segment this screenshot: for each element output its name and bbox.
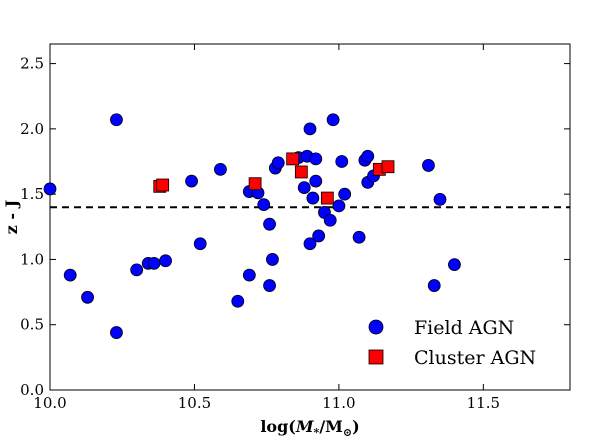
field-agn-point (332, 199, 346, 213)
field-agn-point (214, 162, 227, 176)
y-tick-label: 1.5 (20, 185, 44, 203)
y-tick-label: 2.5 (20, 55, 44, 73)
x-axis-label-subscript2: ⊙ (343, 426, 352, 439)
legend-marker-field-agn (368, 319, 384, 335)
field-agn-point (326, 113, 340, 127)
x-tick-label: 11.0 (322, 394, 355, 412)
field-agn-point (263, 217, 276, 231)
cluster-agn-point (286, 152, 300, 166)
cluster-agn-point (248, 177, 262, 191)
x-axis-label-end: ) (352, 417, 360, 436)
field-agn-point (303, 122, 317, 136)
field-agn-point (309, 174, 323, 188)
cluster-agn-point (294, 165, 308, 179)
field-agn-point (309, 152, 323, 166)
field-agn-point (303, 237, 317, 251)
field-agn-point (312, 229, 326, 243)
tick-labels: 10.0 10.5 11.0 11.5 0.0 0.5 1.0 1.5 2.0 2.5 (20, 55, 500, 412)
y-tick-label: 1.0 (20, 250, 44, 268)
field-agn-point (193, 237, 207, 251)
field-agn-point (352, 230, 366, 244)
legend-label: Cluster AGN (414, 347, 536, 369)
field-agn-point (338, 187, 352, 201)
x-axis-label: log(M*/M⊙) (260, 417, 359, 439)
field-agn-point (271, 156, 285, 170)
field-agn-point (266, 253, 279, 266)
x-axis-label-prefix: log( (260, 417, 296, 436)
field-agn-point (422, 159, 435, 172)
field-agn-point (231, 294, 245, 308)
x-tick-label: 10.0 (33, 394, 66, 412)
field-agn-point (81, 290, 94, 304)
legend-label: Field AGN (414, 317, 514, 339)
field-agn-point (257, 198, 271, 211)
field-agn-point (448, 258, 461, 272)
field-agn-point (159, 254, 172, 268)
x-tick-label: 10.5 (178, 394, 211, 412)
y-tick-label: 2.0 (20, 120, 44, 138)
x-axis-label-symbol: M (295, 417, 315, 436)
field-agn-point (297, 181, 311, 195)
plot-area (49, 43, 571, 391)
field-agn-point (306, 191, 320, 205)
field-agn-point (43, 182, 57, 196)
field-agn-point (427, 279, 441, 292)
cluster-agn-point (156, 178, 170, 192)
field-agn-point (130, 263, 144, 277)
field-agn-point (323, 213, 337, 227)
cluster-agn-point (381, 160, 395, 174)
y-tick-label: 0.5 (20, 316, 44, 334)
field-agn-point (110, 113, 123, 127)
cluster-agn-point (320, 191, 334, 205)
x-axis-label-middle: /M (319, 417, 343, 436)
field-agn-point (63, 268, 77, 282)
field-agn-point (335, 155, 349, 168)
x-tick-label: 11.5 (467, 394, 500, 412)
axis-ticks (49, 44, 570, 391)
legend: Field AGN Cluster AGN (368, 317, 536, 369)
legend-marker-cluster-agn (368, 349, 384, 365)
x-axis-label-subscript: * (314, 426, 320, 439)
y-tick-label: 0.0 (20, 381, 44, 399)
data-points (43, 113, 461, 339)
field-agn-point (361, 149, 375, 163)
field-agn-point (147, 256, 161, 270)
field-agn-point (110, 326, 123, 339)
y-axis-label: z - J (2, 200, 21, 234)
field-agn-point (263, 279, 276, 292)
field-agn-point (185, 174, 198, 188)
field-agn-point (242, 268, 256, 282)
field-agn-point (433, 192, 447, 206)
